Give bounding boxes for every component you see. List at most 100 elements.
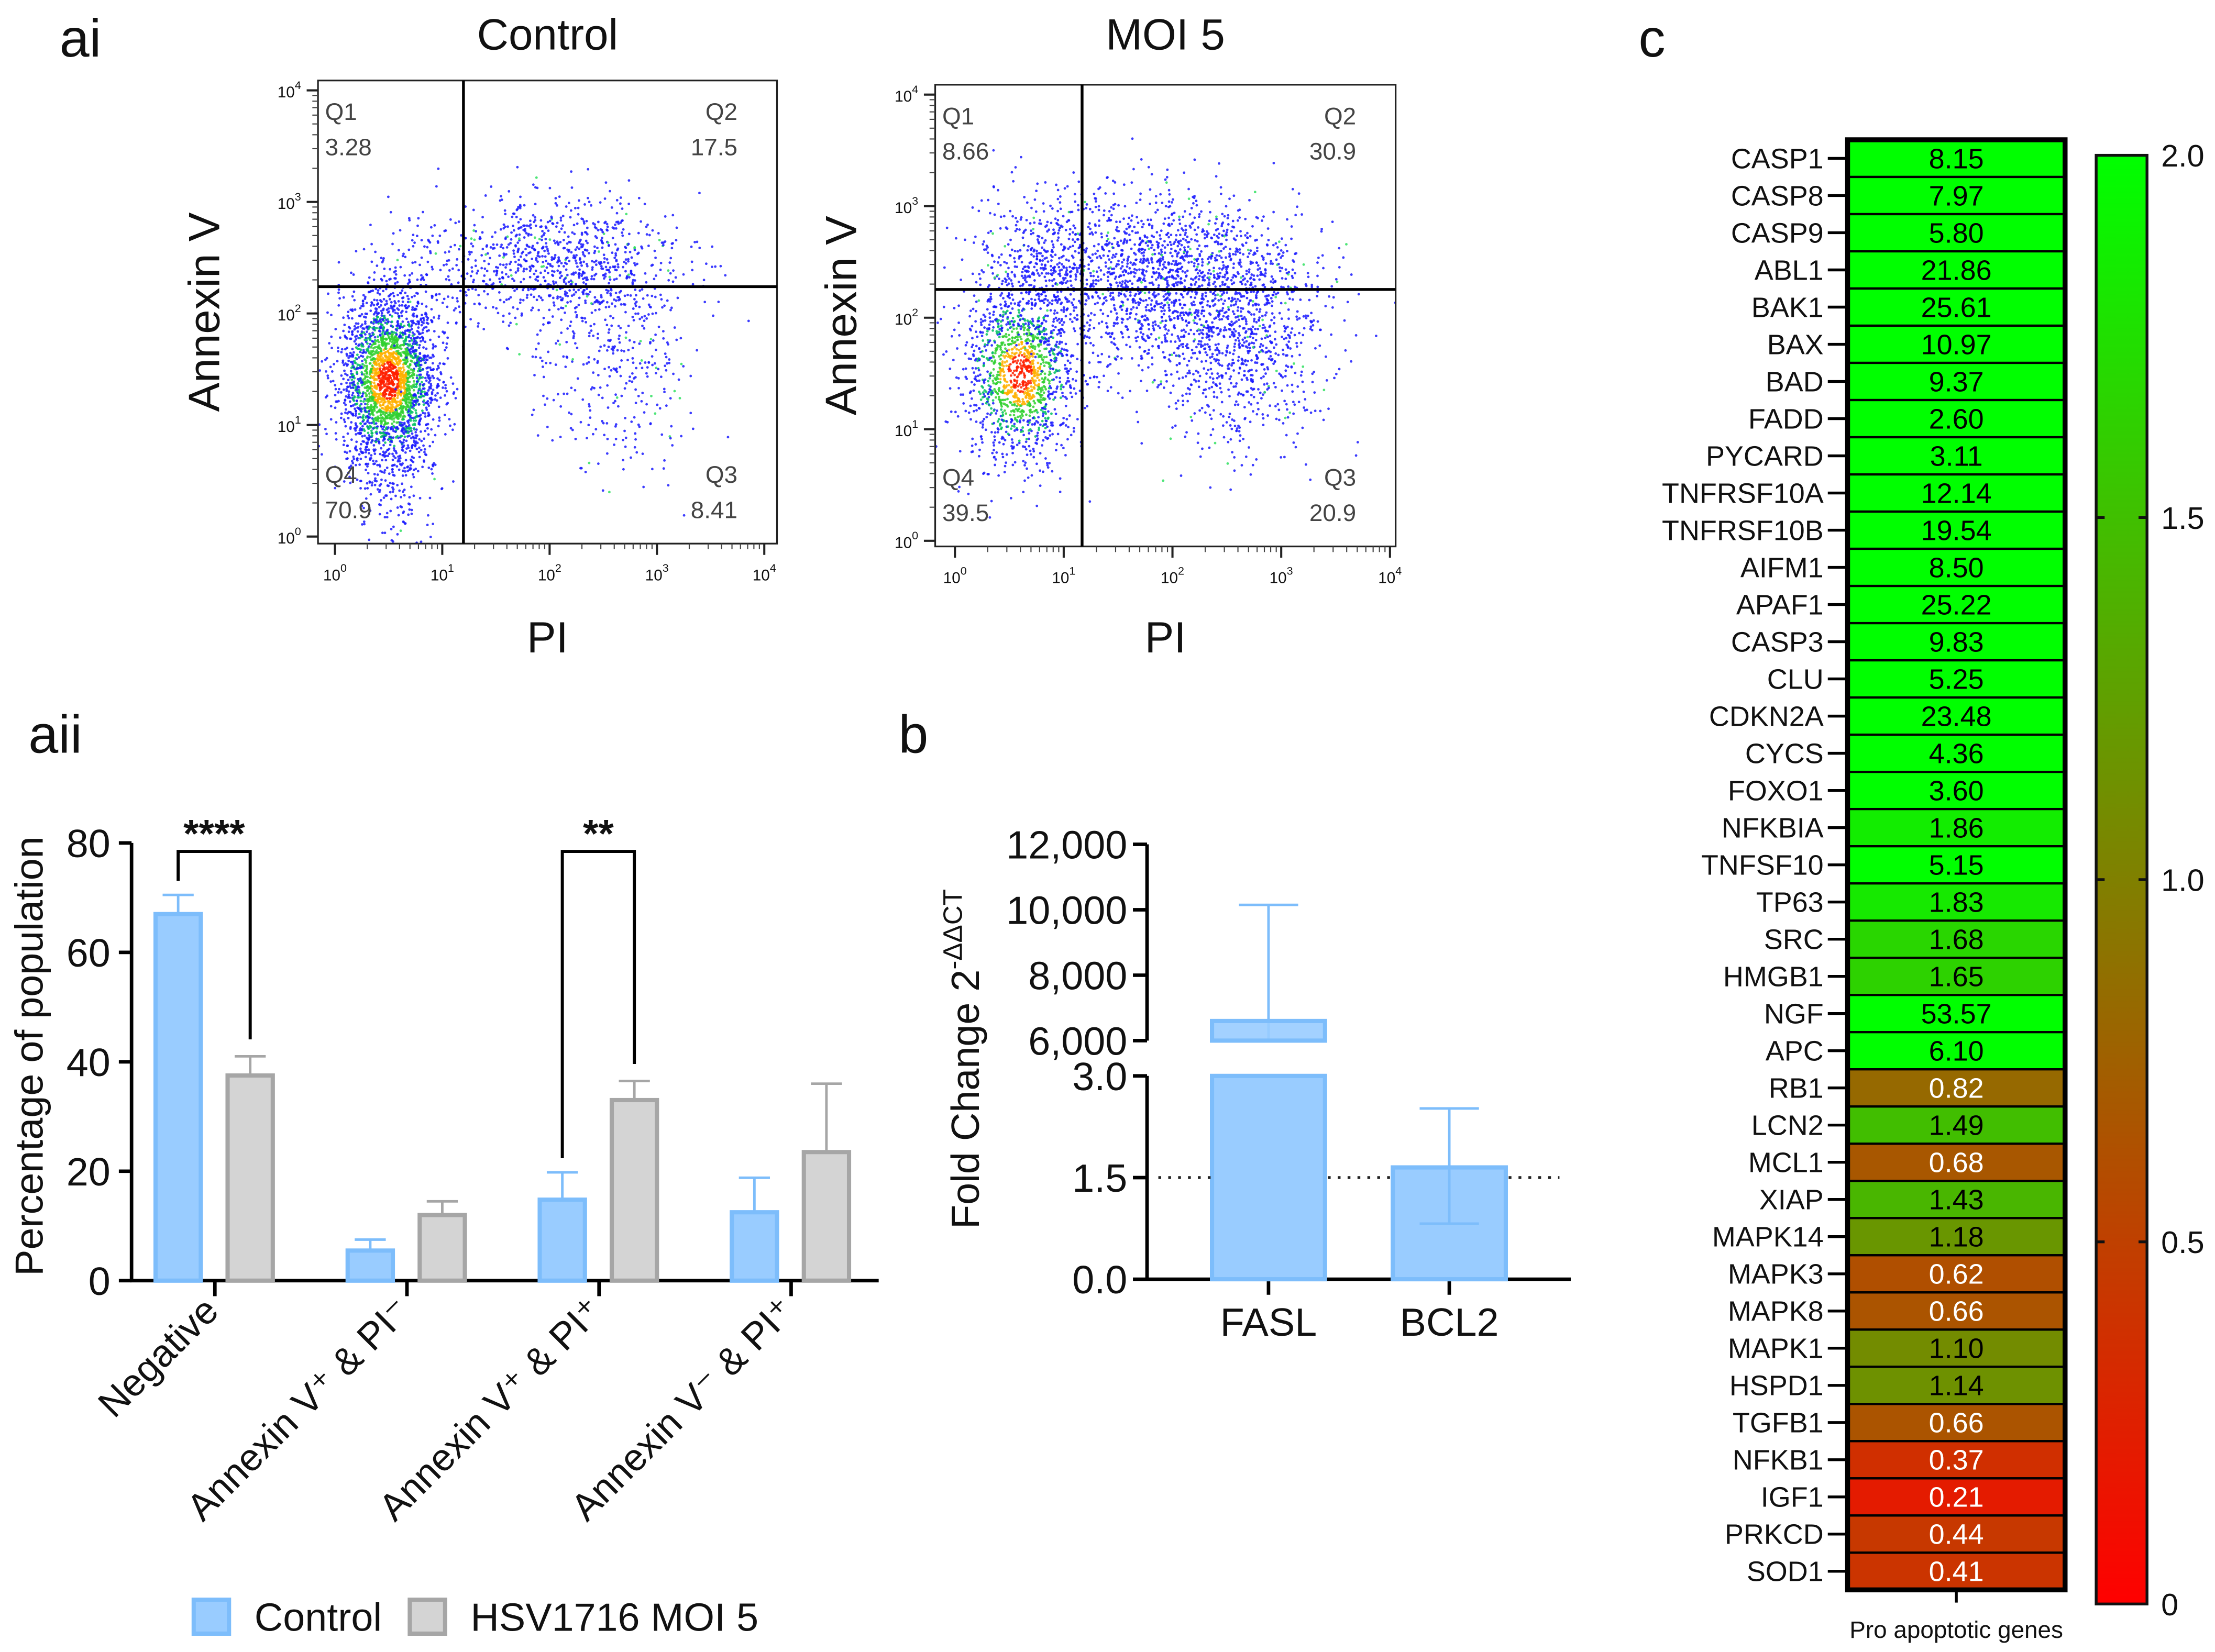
event-dot bbox=[354, 414, 357, 417]
event-dot bbox=[366, 372, 369, 375]
event-dot bbox=[406, 380, 409, 383]
event-dot bbox=[633, 297, 636, 301]
event-dot bbox=[973, 404, 976, 407]
event-dot bbox=[512, 229, 515, 232]
event-dot bbox=[387, 320, 390, 323]
event-dot bbox=[377, 374, 380, 378]
event-dot bbox=[1024, 358, 1028, 361]
event-dot bbox=[593, 296, 597, 299]
event-dot bbox=[418, 263, 421, 267]
event-dot bbox=[408, 387, 411, 391]
y-tick-label: 100 bbox=[278, 525, 301, 547]
event-dot bbox=[389, 482, 392, 484]
event-dot bbox=[334, 406, 337, 409]
event-dot bbox=[621, 234, 624, 237]
x-tick-label: 100 bbox=[323, 561, 347, 584]
event-dot bbox=[634, 312, 637, 315]
event-dot bbox=[338, 387, 340, 391]
event-dot bbox=[618, 337, 620, 340]
event-dot bbox=[972, 307, 975, 311]
event-dot bbox=[596, 360, 599, 363]
event-dot bbox=[403, 324, 406, 327]
event-dot bbox=[605, 223, 609, 226]
event-dot bbox=[979, 318, 983, 321]
event-dot bbox=[373, 426, 376, 429]
event-dot bbox=[430, 468, 433, 471]
event-dot bbox=[411, 261, 414, 264]
event-dot bbox=[1069, 368, 1072, 371]
event-dot bbox=[519, 255, 522, 258]
event-dot bbox=[384, 479, 387, 482]
event-dot bbox=[438, 379, 441, 382]
event-dot bbox=[541, 365, 544, 368]
event-dot bbox=[425, 347, 428, 350]
event-dot bbox=[1062, 385, 1065, 389]
event-dot bbox=[1026, 328, 1029, 331]
event-dot bbox=[433, 462, 435, 465]
event-dot bbox=[659, 375, 663, 379]
event-dot bbox=[428, 445, 432, 448]
event-dot bbox=[1063, 348, 1066, 351]
event-dot bbox=[514, 244, 517, 247]
event-dot bbox=[379, 393, 382, 396]
event-dot bbox=[414, 323, 417, 326]
event-dot bbox=[377, 346, 380, 349]
event-dot bbox=[407, 279, 411, 281]
event-dot bbox=[355, 412, 358, 415]
event-dot bbox=[585, 262, 588, 265]
event-dot bbox=[383, 469, 387, 472]
event-dot bbox=[572, 293, 576, 296]
event-dot bbox=[525, 296, 528, 299]
event-dot bbox=[546, 220, 549, 224]
event-dot bbox=[645, 281, 648, 284]
event-dot bbox=[411, 327, 413, 330]
event-dot bbox=[365, 302, 368, 305]
event-dot bbox=[407, 248, 411, 251]
event-dot bbox=[1031, 317, 1034, 320]
event-dot bbox=[387, 334, 390, 337]
event-dot bbox=[569, 279, 572, 282]
event-dot bbox=[614, 292, 618, 294]
event-dot bbox=[396, 259, 399, 262]
event-dot bbox=[412, 469, 415, 472]
event-dot bbox=[404, 306, 407, 309]
event-dot bbox=[643, 315, 646, 318]
event-dot bbox=[689, 374, 692, 378]
event-dot bbox=[576, 347, 579, 349]
event-dot bbox=[655, 367, 658, 370]
event-dot bbox=[439, 269, 442, 272]
event-dot bbox=[402, 438, 405, 441]
event-dot bbox=[638, 305, 641, 308]
event-dot bbox=[639, 340, 642, 342]
tick-base: 10 bbox=[278, 418, 295, 436]
event-dot bbox=[572, 224, 576, 227]
event-dot bbox=[390, 527, 393, 530]
event-dot bbox=[390, 293, 392, 296]
event-dot bbox=[380, 419, 383, 422]
event-dot bbox=[545, 361, 548, 364]
event-dot bbox=[337, 350, 340, 353]
event-dot bbox=[979, 321, 983, 324]
event-dot bbox=[377, 376, 380, 380]
event-dot bbox=[402, 469, 404, 472]
event-dot bbox=[567, 202, 570, 205]
quadrant-name: Q4 bbox=[325, 461, 357, 488]
event-dot bbox=[638, 289, 642, 292]
event-dot bbox=[599, 386, 602, 389]
event-dot bbox=[383, 423, 386, 426]
event-dot bbox=[427, 381, 431, 384]
event-dot bbox=[582, 293, 585, 296]
event-dot bbox=[402, 490, 404, 493]
event-dot bbox=[553, 239, 556, 242]
event-dot bbox=[376, 320, 379, 324]
event-dot bbox=[516, 165, 519, 169]
event-dot bbox=[394, 282, 397, 285]
event-dot bbox=[352, 399, 356, 402]
event-dot bbox=[392, 420, 395, 423]
event-dot bbox=[502, 247, 505, 250]
event-dot bbox=[1048, 301, 1051, 304]
event-dot bbox=[352, 455, 355, 458]
event-dot bbox=[426, 403, 429, 405]
event-dot bbox=[411, 306, 414, 309]
event-dot bbox=[526, 293, 529, 296]
